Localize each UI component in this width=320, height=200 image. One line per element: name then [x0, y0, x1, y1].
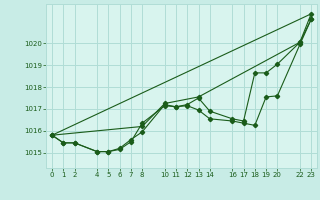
Text: Graphe pression niveau de la mer (hPa): Graphe pression niveau de la mer (hPa) [58, 184, 262, 193]
